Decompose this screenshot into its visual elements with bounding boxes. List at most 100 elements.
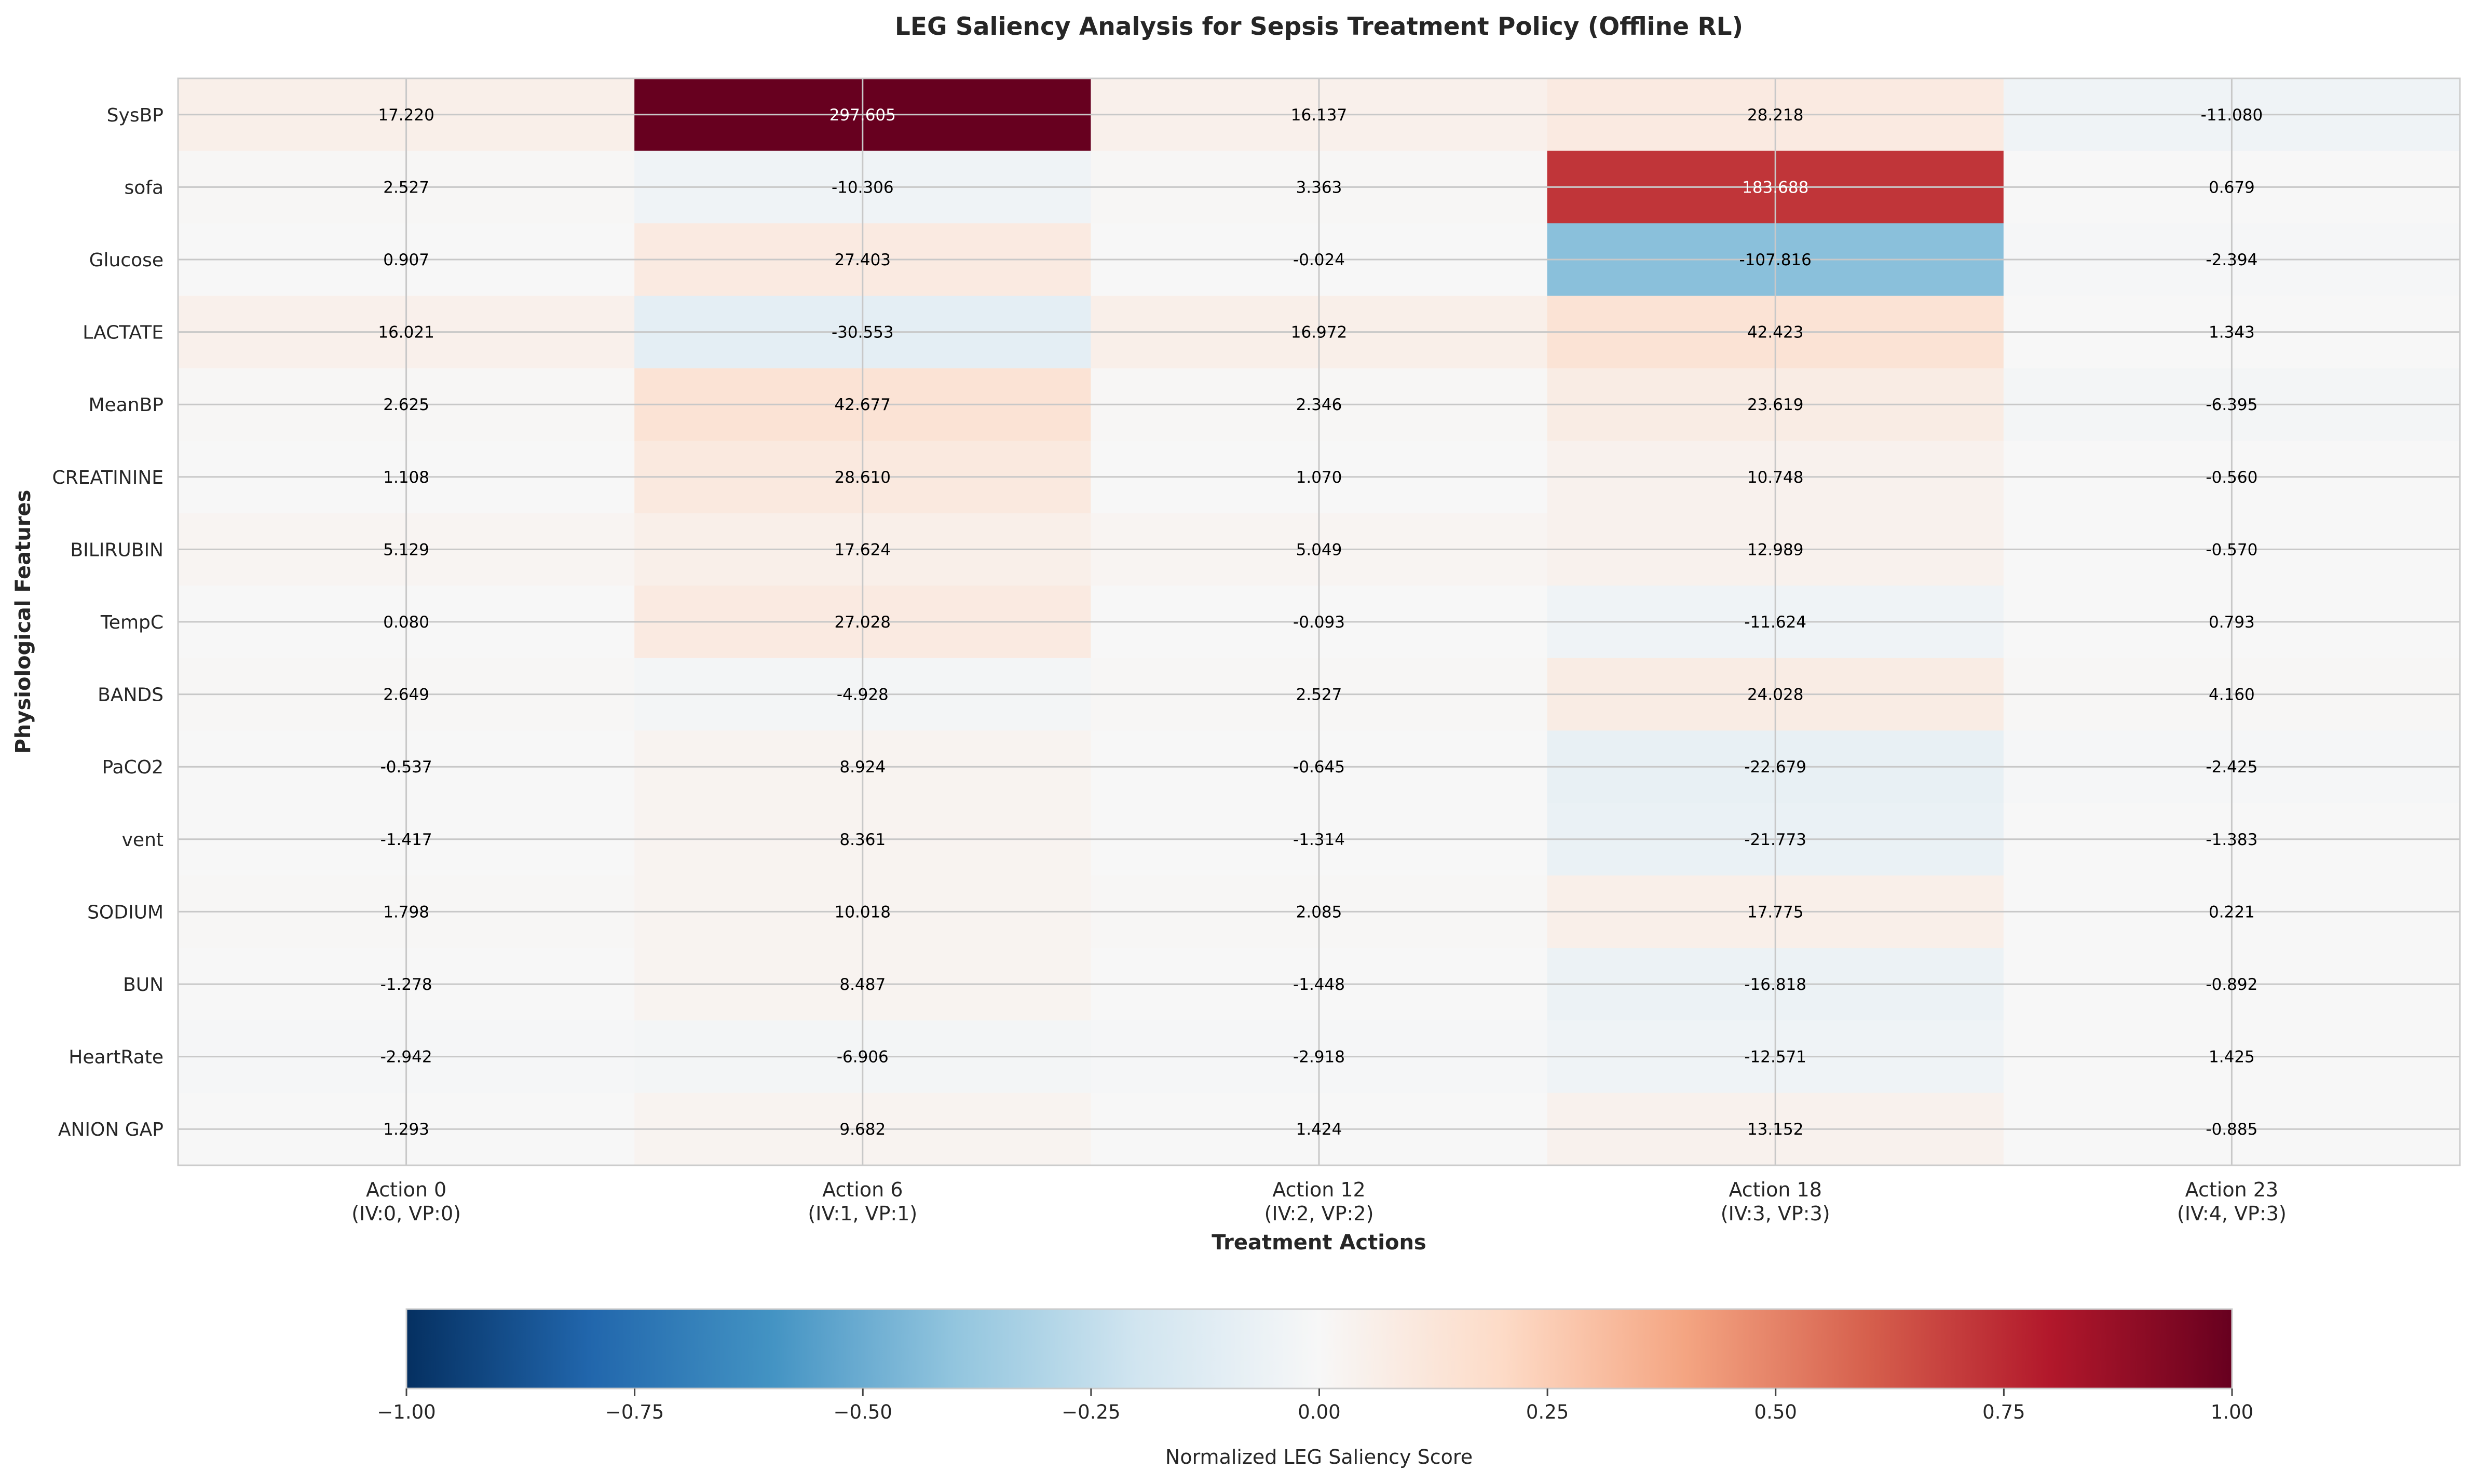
cell-value-label: -0.892 bbox=[2206, 975, 2257, 994]
cell-value-label: -0.560 bbox=[2206, 468, 2257, 487]
cell-value-label: 17.775 bbox=[1747, 903, 1803, 921]
colorbar-tick-label: 0.75 bbox=[1982, 1401, 2025, 1423]
y-tick-label: BANDS bbox=[98, 685, 164, 706]
cell-value-label: 2.625 bbox=[383, 396, 429, 414]
colorbar-label: Normalized LEG Saliency Score bbox=[1165, 1446, 1473, 1468]
cell-value-label: 8.924 bbox=[839, 758, 886, 777]
colorbar-tick-label: −0.25 bbox=[1062, 1401, 1120, 1423]
cell-value-label: 1.108 bbox=[383, 468, 429, 487]
y-tick-label: ANION GAP bbox=[58, 1119, 164, 1140]
y-tick-label: HeartRate bbox=[69, 1047, 164, 1068]
y-tick-label: Glucose bbox=[89, 250, 164, 271]
colorbar-ticks: −1.00 −0.75 −0.50 −0.25 0.00 0.25 0.50 0.75 1.00 bbox=[377, 1388, 2253, 1423]
colorbar-tick-label: 0.50 bbox=[1754, 1401, 1797, 1423]
y-tick-label: TempC bbox=[100, 612, 164, 633]
cell-value-label: 1.425 bbox=[2209, 1048, 2255, 1067]
plot-border bbox=[177, 77, 2461, 1166]
cell-value-label: -6.395 bbox=[2206, 396, 2257, 414]
cell-value-label: 10.018 bbox=[835, 903, 891, 921]
cell-value-label: 5.049 bbox=[1296, 540, 1342, 559]
cell-value-label: -6.906 bbox=[837, 1048, 889, 1067]
y-tick-label: SODIUM bbox=[87, 902, 164, 923]
cell-value-label: 2.527 bbox=[1296, 686, 1342, 704]
cell-value-label: -2.918 bbox=[1293, 1048, 1345, 1067]
y-tick-label: BILIRUBIN bbox=[70, 539, 164, 561]
x-tick-sublabel: (IV:2, VP:2) bbox=[1264, 1202, 1374, 1225]
cell-value-label: 28.610 bbox=[835, 468, 891, 487]
colorbar-tick-label: 0.25 bbox=[1526, 1401, 1569, 1423]
cell-value-label: 5.129 bbox=[383, 540, 429, 559]
cell-value-label: -1.314 bbox=[1293, 831, 1345, 849]
cell-value-label: 16.021 bbox=[378, 323, 434, 342]
cell-value-label: 1.424 bbox=[1296, 1120, 1342, 1139]
cell-value-label: -21.773 bbox=[1744, 831, 1806, 849]
grid-lines bbox=[178, 78, 2460, 1165]
cell-value-label: 42.423 bbox=[1747, 323, 1803, 342]
cell-value-label: 24.028 bbox=[1747, 686, 1803, 704]
y-tick-label: BUN bbox=[123, 974, 164, 996]
cell-value-label: 0.907 bbox=[383, 251, 429, 269]
cell-value-label: -12.571 bbox=[1744, 1048, 1806, 1067]
x-tick-labels: Action 0(IV:0, VP:0) Action 6(IV:1, VP:1)… bbox=[351, 1178, 2287, 1225]
cell-value-labels: 17.220 297.605 16.137 28.218 -11.080 2.527 -10… bbox=[378, 106, 2263, 1139]
cell-value-label: -1.383 bbox=[2206, 831, 2257, 849]
cell-value-label: -107.816 bbox=[1739, 251, 1812, 269]
cell-value-label: 42.677 bbox=[835, 396, 891, 414]
colorbar-tick-label: −1.00 bbox=[377, 1401, 436, 1423]
cell-value-label: -11.624 bbox=[1744, 613, 1806, 632]
cell-value-label: -30.553 bbox=[832, 323, 894, 342]
cell-value-label: 1.343 bbox=[2209, 323, 2255, 342]
cell-value-label: 2.346 bbox=[1296, 396, 1342, 414]
cell-value-label: -2.942 bbox=[380, 1048, 432, 1067]
cell-value-label: 27.403 bbox=[835, 251, 891, 269]
cell-value-label: -0.885 bbox=[2206, 1120, 2257, 1139]
cell-value-label: -0.024 bbox=[1293, 251, 1345, 269]
cell-value-label: -2.425 bbox=[2206, 758, 2257, 777]
cell-value-label: -0.570 bbox=[2206, 540, 2257, 559]
cell-value-label: 2.527 bbox=[383, 178, 429, 197]
cell-value-label: 183.688 bbox=[1742, 178, 1808, 197]
cell-value-label: -2.394 bbox=[2206, 251, 2257, 269]
cell-value-label: 10.748 bbox=[1747, 468, 1803, 487]
x-tick-label: Action 23 bbox=[2185, 1178, 2278, 1201]
chart-title: LEG Saliency Analysis for Sepsis Treatme… bbox=[895, 12, 1743, 41]
y-tick-label: SysBP bbox=[107, 105, 164, 126]
cell-value-label: 12.989 bbox=[1747, 540, 1803, 559]
x-axis-label: Treatment Actions bbox=[1212, 1231, 1426, 1255]
cell-value-label: -1.278 bbox=[380, 975, 432, 994]
y-tick-label: MeanBP bbox=[89, 394, 164, 416]
cell-value-label: 17.220 bbox=[378, 106, 434, 125]
colorbar-tick-label: 0.00 bbox=[1298, 1401, 1340, 1423]
cell-value-label: -0.645 bbox=[1293, 758, 1345, 777]
cell-value-label: -0.093 bbox=[1293, 613, 1345, 632]
x-tick-label: Action 18 bbox=[1729, 1178, 1821, 1201]
cell-value-label: 9.682 bbox=[839, 1120, 886, 1139]
cell-value-label: -1.417 bbox=[380, 831, 432, 849]
cell-value-label: -11.080 bbox=[2201, 106, 2263, 125]
cell-value-label: -10.306 bbox=[832, 178, 894, 197]
cell-value-label: 0.679 bbox=[2209, 178, 2255, 197]
colorbar-tick-label: 1.00 bbox=[2211, 1401, 2253, 1423]
cell-value-label: -22.679 bbox=[1744, 758, 1806, 777]
y-tick-label: CREATININE bbox=[52, 467, 164, 488]
colorbar bbox=[405, 1308, 2233, 1390]
y-axis-label: Physiological Features bbox=[11, 490, 35, 754]
x-tick-sublabel: (IV:3, VP:3) bbox=[1721, 1202, 1830, 1225]
cell-value-label: 8.361 bbox=[839, 831, 886, 849]
y-tick-label: LACTATE bbox=[83, 322, 164, 344]
cell-value-label: 0.793 bbox=[2209, 613, 2255, 632]
cell-value-label: 0.221 bbox=[2209, 903, 2255, 921]
cell-value-label: 4.160 bbox=[2209, 686, 2255, 704]
cell-value-label: 1.070 bbox=[1296, 468, 1342, 487]
x-tick-sublabel: (IV:4, VP:3) bbox=[2177, 1202, 2287, 1225]
cell-value-label: 27.028 bbox=[835, 613, 891, 632]
cell-value-label: 13.152 bbox=[1747, 1120, 1803, 1139]
cell-value-label: 3.363 bbox=[1296, 178, 1342, 197]
cell-value-label: 23.619 bbox=[1747, 396, 1803, 414]
cell-value-label: 28.218 bbox=[1747, 106, 1803, 125]
cell-value-label: 1.798 bbox=[383, 903, 429, 921]
y-tick-labels: SysBP sofa Glucose LACTATE MeanBP CREATININE B… bbox=[52, 105, 164, 1140]
cell-value-label: 1.293 bbox=[383, 1120, 429, 1139]
